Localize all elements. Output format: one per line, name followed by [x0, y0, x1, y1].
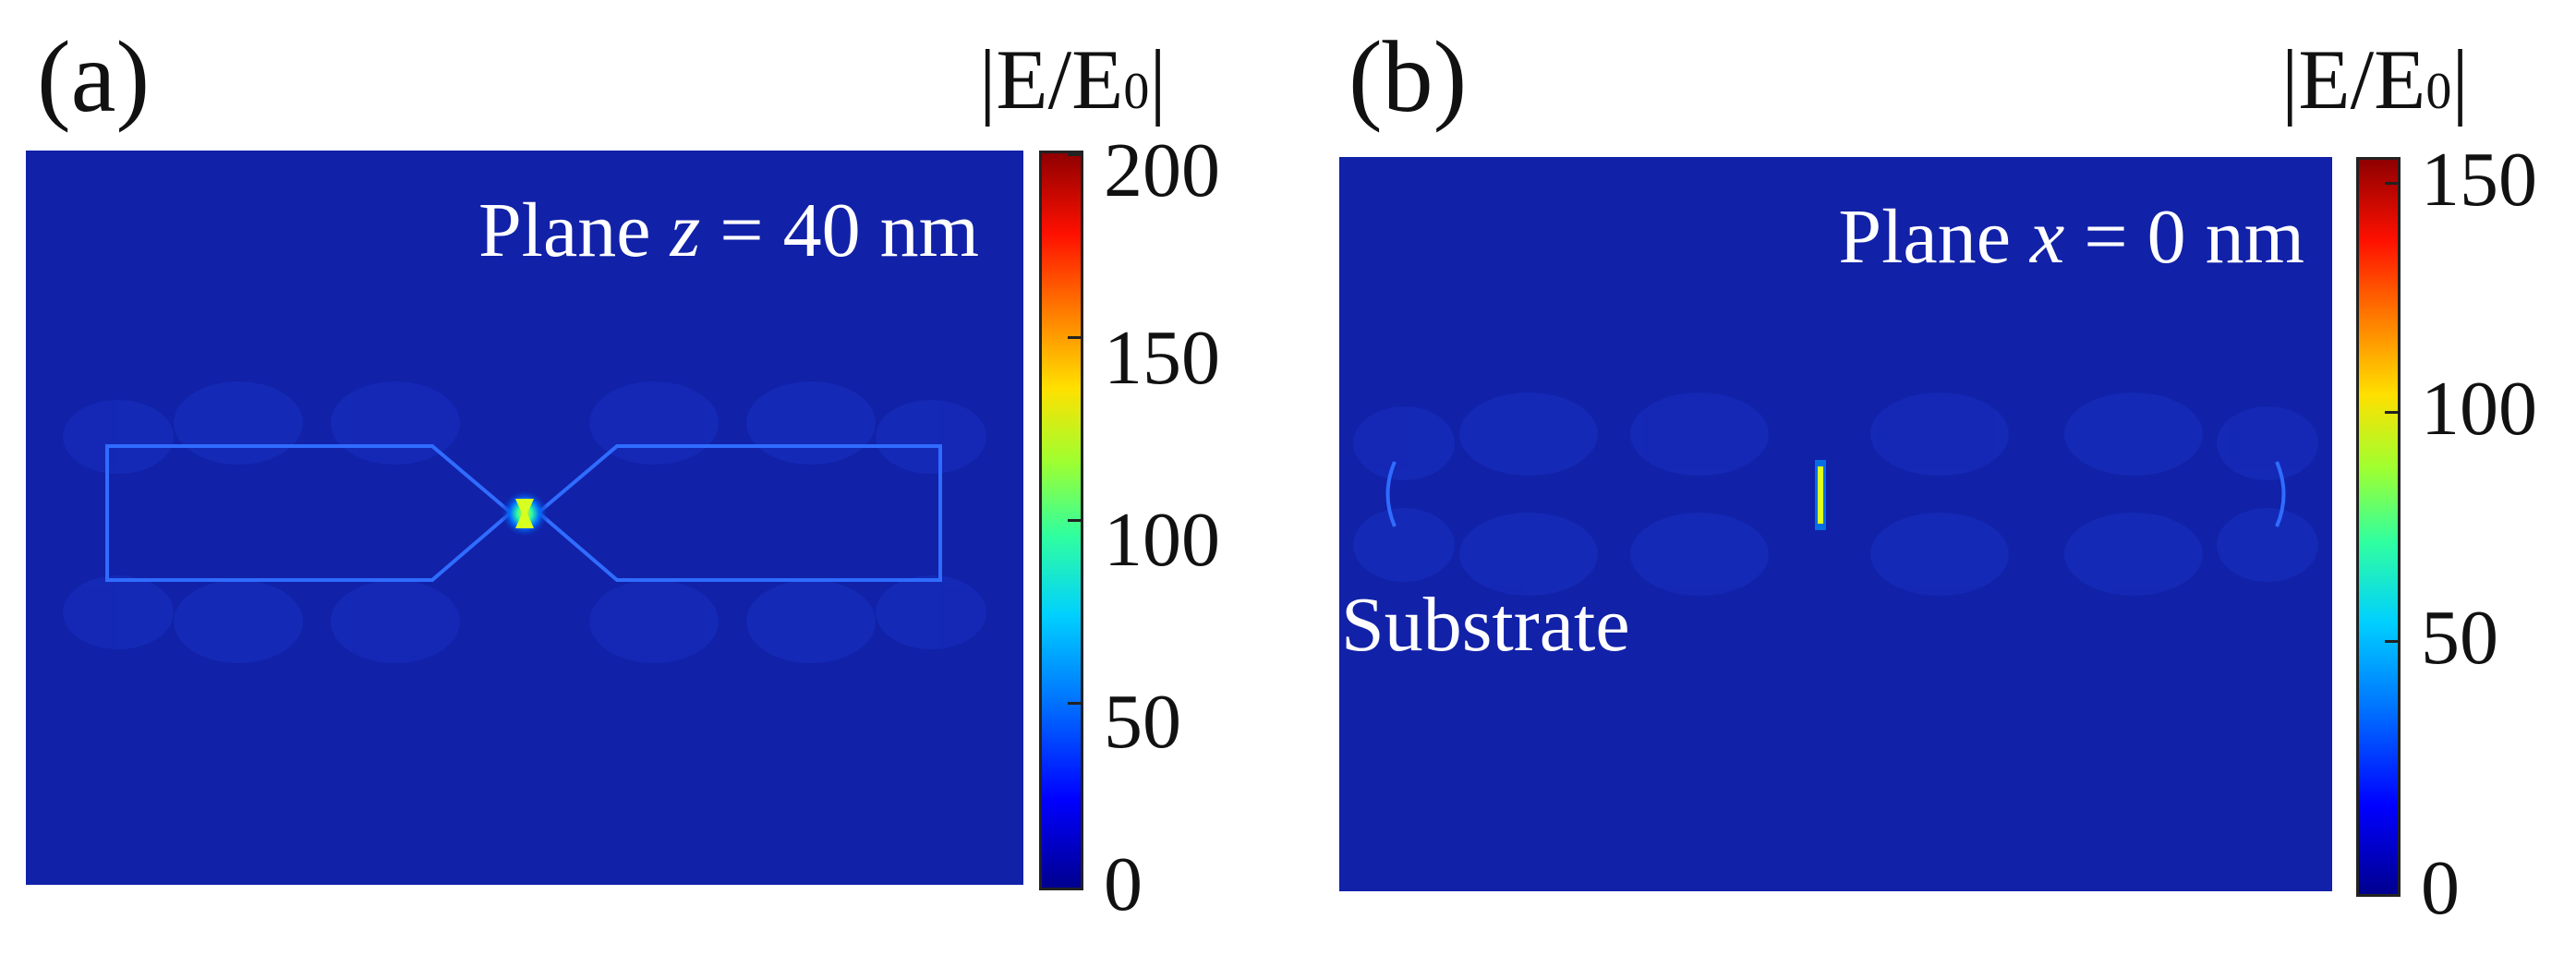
field-pattern-b — [1353, 393, 2318, 596]
colorbar-b-tick-50 — [2385, 640, 2398, 643]
colorbar-a-label-50: 50 — [1104, 679, 1181, 765]
colorbar-b-tick-100 — [2385, 411, 2398, 414]
substrate-label: Substrate — [1341, 582, 1630, 668]
colorbar-a-label-0: 0 — [1104, 841, 1143, 927]
colorbar-b-label-150: 150 — [2421, 137, 2537, 223]
colorbar-a-tick-50 — [1068, 702, 1081, 705]
colorbar-a-label-200: 200 — [1104, 127, 1220, 213]
colorbar-b-label-100: 100 — [2421, 366, 2537, 452]
colorbar-b-tick-150 — [2385, 182, 2398, 185]
colorbar-a-tick-150 — [1068, 336, 1081, 339]
field-map-a: Plane z = 40 nm — [26, 151, 1023, 885]
plane-annotation-a: Plane z = 40 nm — [478, 187, 979, 273]
colorbar-a-label-150: 150 — [1104, 315, 1220, 401]
plane-annotation-b: Plane x = 0 nm — [1838, 194, 2304, 280]
colorbar-b-label-50: 50 — [2421, 595, 2498, 681]
panel-a: (a) |E/E0| — [0, 0, 1275, 955]
colorbar-title-b: |E/E0| — [2281, 32, 2469, 127]
panel-b: (b) |E/E0| Plane x = 0 nm — [1312, 0, 2576, 955]
panel-label-b: (b) — [1348, 20, 1468, 133]
colorbar-title-a: |E/E0| — [979, 32, 1167, 127]
field-map-b: Plane x = 0 nm Substrate — [1339, 157, 2332, 891]
colorbar-a-tick-200 — [1068, 153, 1081, 156]
field-pattern-a — [63, 381, 986, 663]
colorbar-b — [2356, 157, 2401, 897]
panel-label-a: (a) — [37, 20, 151, 133]
colorbar-a — [1039, 151, 1083, 890]
colorbar-b-label-0: 0 — [2421, 845, 2460, 931]
colorbar-a-tick-100 — [1068, 519, 1081, 522]
colorbar-a-label-100: 100 — [1104, 497, 1220, 583]
